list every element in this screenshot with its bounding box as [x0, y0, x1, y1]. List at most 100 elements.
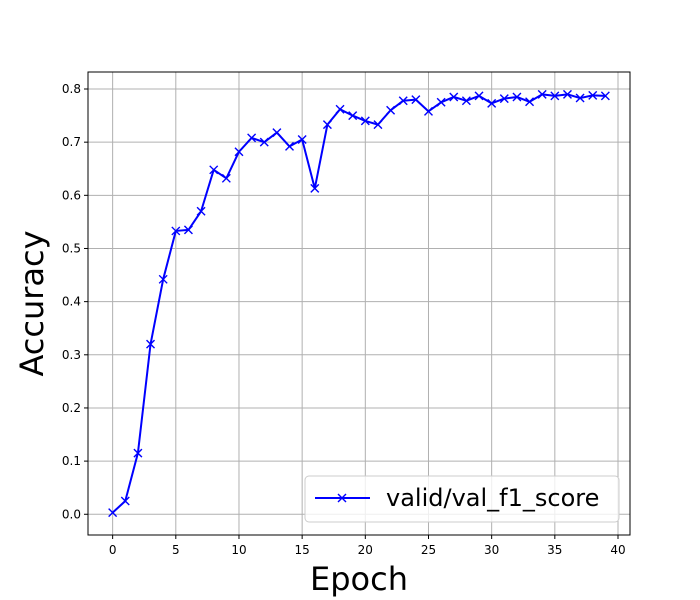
marker-stroke: [373, 120, 383, 130]
data-point: [512, 92, 522, 102]
data-point: [398, 96, 408, 106]
marker-stroke: [588, 90, 598, 100]
data-point: [449, 92, 459, 102]
marker-stroke: [272, 128, 282, 138]
data-point: [600, 91, 610, 101]
y-tick-label: 0.8: [62, 82, 81, 96]
marker-stroke: [285, 141, 295, 151]
x-tick-label: 40: [610, 543, 625, 557]
data-point: [133, 448, 143, 458]
data-point: [562, 89, 572, 99]
data-point: [171, 226, 181, 236]
data-point: [297, 135, 307, 145]
data-point: [461, 96, 471, 106]
marker-stroke: [512, 92, 522, 102]
marker-stroke: [449, 92, 459, 102]
marker-stroke: [499, 94, 509, 104]
marker-stroke: [436, 97, 446, 107]
x-tick-label: 0: [109, 543, 117, 557]
data-point: [272, 128, 282, 138]
y-axis-ticks: 0.0 0.1 0.2 0.3 0.4 0.5 0.6 0.7 0.8: [62, 82, 88, 521]
marker-stroke: [247, 133, 257, 143]
marker-stroke: [360, 116, 370, 126]
legend-box: [304, 475, 620, 523]
marker-stroke: [348, 111, 358, 121]
data-point: [108, 508, 118, 518]
x-tick-label: 30: [484, 543, 499, 557]
marker-stroke: [487, 98, 497, 108]
data-point: [525, 97, 535, 107]
marker-stroke: [550, 91, 560, 101]
marker-stroke: [196, 206, 206, 216]
marker-stroke: [234, 147, 244, 157]
x-tick-label: 35: [547, 543, 562, 557]
data-point: [285, 141, 295, 151]
x-axis-ticks: 0 5 10 15 20 25 30 35 40: [109, 535, 626, 557]
series-line: [111, 93, 606, 514]
marker-stroke: [171, 226, 181, 236]
x-tick-label: 25: [421, 543, 436, 557]
series-layer: [108, 89, 610, 518]
data-point: [196, 206, 206, 216]
data-point: [474, 91, 484, 101]
data-point: [360, 116, 370, 126]
marker-stroke: [133, 448, 143, 458]
data-point: [310, 183, 320, 193]
marker-stroke: [562, 89, 572, 99]
marker-stroke: [335, 104, 345, 114]
data-point: [146, 339, 156, 349]
data-point: [209, 165, 219, 175]
data-point: [537, 89, 547, 99]
marker-stroke: [322, 120, 332, 130]
x-tick-label: 5: [172, 543, 180, 557]
y-tick-label: 0.2: [62, 401, 81, 415]
marker-stroke: [474, 91, 484, 101]
y-tick-label: 0.1: [62, 454, 81, 468]
data-point: [247, 133, 257, 143]
marker-stroke: [108, 508, 118, 518]
x-axis-label: Epoch: [310, 560, 408, 598]
data-point: [386, 105, 396, 115]
data-point: [158, 274, 168, 284]
data-point: [234, 147, 244, 157]
y-tick-label: 0.0: [62, 507, 81, 521]
marker-stroke: [158, 274, 168, 284]
marker-stroke: [398, 96, 408, 106]
legend: valid/val_f1_score: [304, 475, 620, 523]
marker-stroke: [575, 93, 585, 103]
legend-marker-x: [337, 493, 347, 503]
data-point: [183, 225, 193, 235]
data-point: [588, 90, 598, 100]
x-tick-label: 15: [295, 543, 310, 557]
data-point: [423, 106, 433, 116]
marker-stroke: [146, 339, 156, 349]
marker-stroke: [209, 165, 219, 175]
y-tick-label: 0.5: [62, 241, 81, 255]
data-point: [373, 120, 383, 130]
marker-stroke: [386, 105, 396, 115]
marker-stroke: [310, 183, 320, 193]
data-point: [348, 111, 358, 121]
data-point: [575, 93, 585, 103]
marker-stroke: [411, 95, 421, 105]
marker-stroke: [423, 106, 433, 116]
marker-stroke: [600, 91, 610, 101]
data-point: [436, 97, 446, 107]
x-tick-label: 10: [231, 543, 246, 557]
marker-stroke: [537, 89, 547, 99]
x-tick-label: 20: [358, 543, 373, 557]
y-tick-label: 0.3: [62, 348, 81, 362]
data-point: [550, 91, 560, 101]
legend-label: valid/val_f1_score: [386, 484, 599, 512]
marker-stroke: [120, 496, 130, 506]
data-point: [221, 173, 231, 183]
marker-stroke: [183, 225, 193, 235]
plot-frame: [87, 71, 631, 536]
data-point: [322, 120, 332, 130]
marker-stroke: [461, 96, 471, 106]
data-point: [411, 95, 421, 105]
legend-marker-glyph: [337, 493, 347, 503]
y-tick-label: 0.6: [62, 188, 81, 202]
y-tick-label: 0.4: [62, 295, 81, 309]
